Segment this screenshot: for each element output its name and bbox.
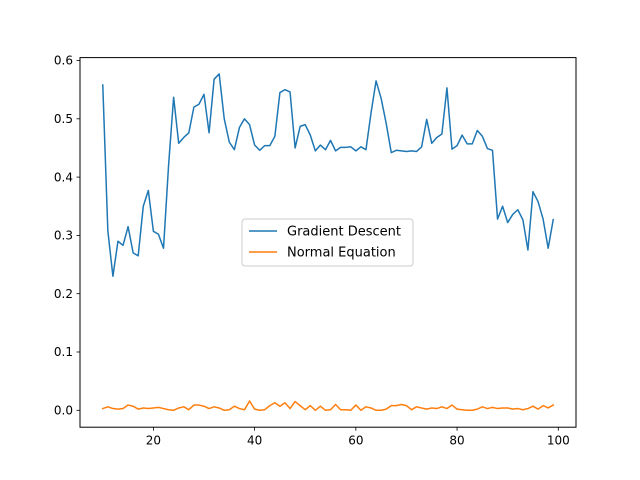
y-tick-label: 0.2 xyxy=(54,287,73,301)
x-tick-label: 60 xyxy=(348,434,363,448)
y-tick-label: 0.5 xyxy=(54,112,73,126)
legend: Gradient Descent Normal Equation xyxy=(241,218,414,267)
x-tick-label: 80 xyxy=(449,434,464,448)
y-tick-label: 0.1 xyxy=(54,345,73,359)
y-tick-label: 0.0 xyxy=(54,403,73,417)
y-tick-label: 0.4 xyxy=(54,170,73,184)
x-tick-label: 40 xyxy=(247,434,262,448)
x-axis: 20 40 60 80 100 xyxy=(146,427,570,448)
series-layer xyxy=(101,73,555,412)
legend-box xyxy=(241,218,414,267)
legend-label-gradient-descent: Gradient Descent xyxy=(287,225,401,240)
y-tick-label: 0.6 xyxy=(54,54,73,68)
x-tick-label: 20 xyxy=(146,434,161,448)
plot-area-frame xyxy=(79,57,577,428)
series-line-gradient-descent xyxy=(102,73,555,277)
x-tick-label: 100 xyxy=(547,434,570,448)
y-axis: 0.0 0.1 0.2 0.3 0.4 0.5 0.6 xyxy=(54,54,80,417)
legend-label-normal-equation: Normal Equation xyxy=(287,246,396,261)
y-tick-label: 0.3 xyxy=(54,229,73,243)
series-line-normal-equation xyxy=(101,400,555,412)
